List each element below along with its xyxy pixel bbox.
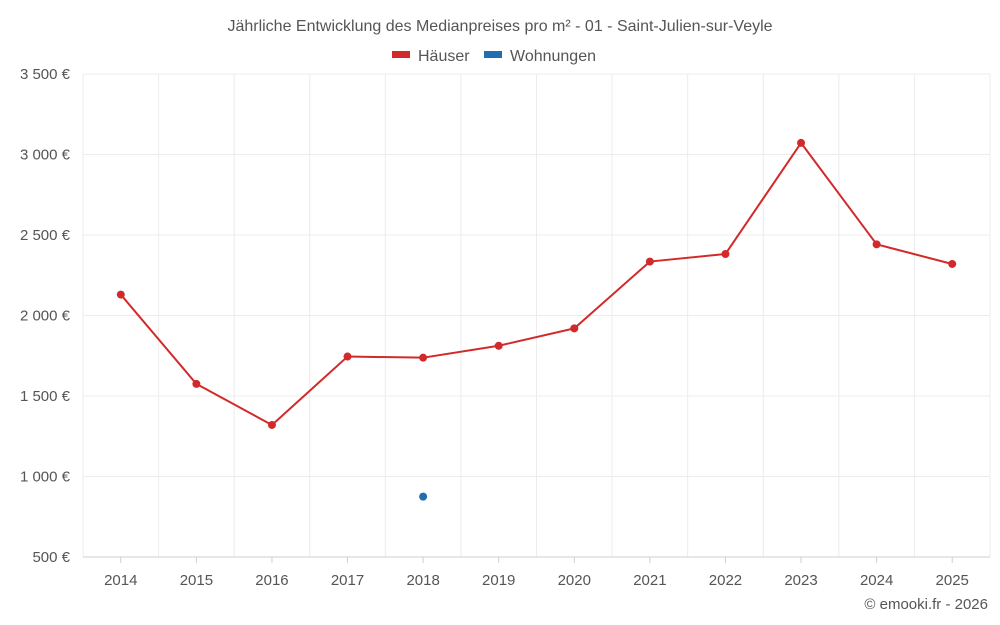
data-point-houses-2020[interactable] [570, 324, 579, 333]
x-tick-label: 2017 [331, 572, 364, 589]
y-tick-label: 2 000 € [20, 308, 71, 325]
x-tick-label: 2020 [558, 572, 591, 589]
legend: Häuser Wohnungen [392, 48, 596, 65]
x-tick-label: 2025 [936, 572, 969, 589]
y-tick-label: 1 500 € [20, 388, 71, 405]
chart-title: Jährliche Entwicklung des Medianpreises … [227, 18, 772, 35]
y-tick-label: 3 000 € [20, 147, 71, 164]
y-tick-label: 3 500 € [20, 66, 71, 83]
grid [82, 73, 991, 557]
legend-swatch-apartments [484, 51, 502, 58]
data-point-houses-2017[interactable] [343, 352, 352, 361]
data-point-houses-2018[interactable] [419, 353, 428, 362]
data-point-houses-2024[interactable] [872, 240, 881, 249]
x-tick-label: 2015 [180, 572, 213, 589]
data-point-houses-2023[interactable] [797, 138, 806, 147]
x-tick-label: 2019 [482, 572, 515, 589]
data-point-houses-2021[interactable] [645, 257, 654, 266]
legend-item-apartments[interactable]: Wohnungen [484, 48, 596, 65]
data-point-houses-2019[interactable] [494, 341, 503, 350]
data-point-houses-2025[interactable] [948, 259, 957, 268]
series-line-houses [120, 141, 953, 426]
credit: © emooki.fr - 2026 [864, 596, 988, 613]
x-tick-label: 2023 [784, 572, 817, 589]
x-tick-label: 2022 [709, 572, 742, 589]
x-tick-label: 2024 [860, 572, 893, 589]
y-tick-label: 1 000 € [20, 469, 71, 486]
legend-label-houses: Häuser [418, 48, 470, 65]
legend-swatch-houses [392, 51, 410, 58]
x-tick-label: 2014 [104, 572, 137, 589]
data-point-apartments-2018[interactable] [419, 492, 428, 501]
data-point-houses-2015[interactable] [192, 379, 201, 388]
data-point-houses-2022[interactable] [721, 249, 730, 258]
x-tick-label: 2018 [406, 572, 439, 589]
legend-label-apartments: Wohnungen [510, 48, 596, 65]
series [116, 138, 957, 501]
legend-item-houses[interactable]: Häuser [392, 48, 470, 65]
axes: 500 € 1 000 € 1 500 € 2 000 € 2 500 € 3 000 €… [20, 66, 990, 589]
x-tick-label: 2021 [633, 572, 666, 589]
data-point-houses-2016[interactable] [267, 420, 276, 429]
y-tick-label: 500 € [32, 549, 70, 566]
y-tick-label: 2 500 € [20, 227, 71, 244]
data-point-houses-2014[interactable] [116, 290, 125, 299]
x-tick-label: 2016 [255, 572, 288, 589]
